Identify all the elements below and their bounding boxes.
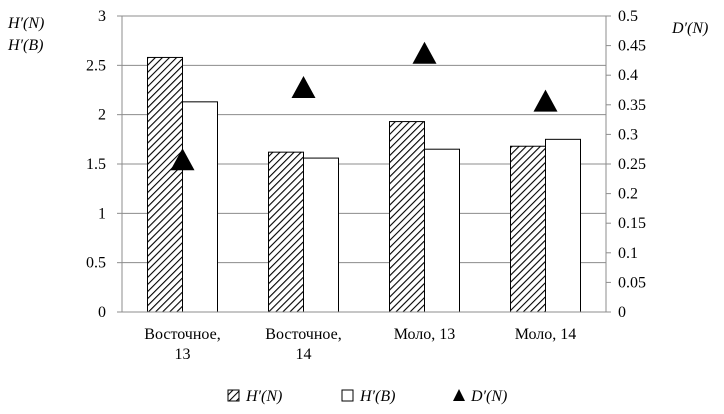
right-tick-label: 0.25 bbox=[618, 156, 646, 173]
category-label: 13 bbox=[175, 346, 191, 363]
right-tick-label: 0.3 bbox=[618, 126, 638, 143]
legend-swatch bbox=[341, 389, 354, 402]
right-tick-label: 0.15 bbox=[618, 215, 646, 232]
right-tick-label: 0.4 bbox=[618, 67, 638, 84]
triangle-marker bbox=[533, 89, 558, 112]
legend-label: D′(N) bbox=[470, 388, 507, 405]
axes bbox=[117, 15, 611, 313]
right-tick-label: 0 bbox=[618, 304, 626, 321]
left-tick-label: 2.5 bbox=[86, 57, 106, 74]
right-tick-label: 0.05 bbox=[618, 274, 646, 291]
bar-hb bbox=[182, 101, 218, 313]
legend-swatch bbox=[453, 389, 465, 401]
bars bbox=[147, 56, 581, 313]
left-tick-label: 1.5 bbox=[86, 156, 106, 173]
legend: H′(N) H′(B) D′(N) bbox=[227, 388, 507, 405]
right-tick-label: 0.35 bbox=[618, 97, 646, 114]
left-axis-title: H′(N) bbox=[7, 15, 44, 32]
right-tick-label: 0.2 bbox=[618, 186, 638, 203]
right-tick-label: 0.45 bbox=[618, 38, 646, 55]
bar-hn bbox=[510, 145, 546, 313]
bar-hn bbox=[147, 56, 183, 313]
left-tick-label: 3 bbox=[98, 8, 106, 25]
category-label: Моло, 14 bbox=[515, 326, 577, 343]
triangle-marker bbox=[412, 41, 437, 64]
category-label: Моло, 13 bbox=[394, 326, 456, 343]
triangle-marker bbox=[170, 148, 195, 171]
legend-label: H′(B) bbox=[359, 388, 395, 405]
category-label: 14 bbox=[296, 346, 312, 363]
labels: 0 0.5 1 1.5 2 2.5 3 0 0.05 0.1 0.15 0.2 0.25 0.3 0.35 0… bbox=[7, 8, 708, 363]
markers bbox=[170, 41, 558, 171]
category-label: Восточное, bbox=[144, 326, 220, 343]
bar-hb bbox=[545, 138, 581, 313]
left-tick-label: 2 bbox=[98, 107, 106, 124]
bar-hn bbox=[389, 121, 425, 313]
bar-hb bbox=[424, 148, 460, 313]
right-axis-title: D′(N) bbox=[671, 20, 708, 37]
bar-hn bbox=[268, 151, 304, 313]
left-tick-label: 0 bbox=[98, 304, 106, 321]
legend-swatch bbox=[227, 389, 240, 402]
right-tick-label: 0.5 bbox=[618, 8, 638, 25]
category-label: Восточное, bbox=[265, 326, 341, 343]
left-axis-title: H′(B) bbox=[7, 37, 43, 54]
left-tick-label: 0.5 bbox=[86, 255, 106, 272]
left-tick-label: 1 bbox=[98, 205, 106, 222]
bar-hb bbox=[303, 157, 339, 313]
legend-label: H′(N) bbox=[245, 388, 282, 405]
triangle-marker bbox=[291, 76, 316, 99]
right-tick-label: 0.1 bbox=[618, 245, 638, 262]
